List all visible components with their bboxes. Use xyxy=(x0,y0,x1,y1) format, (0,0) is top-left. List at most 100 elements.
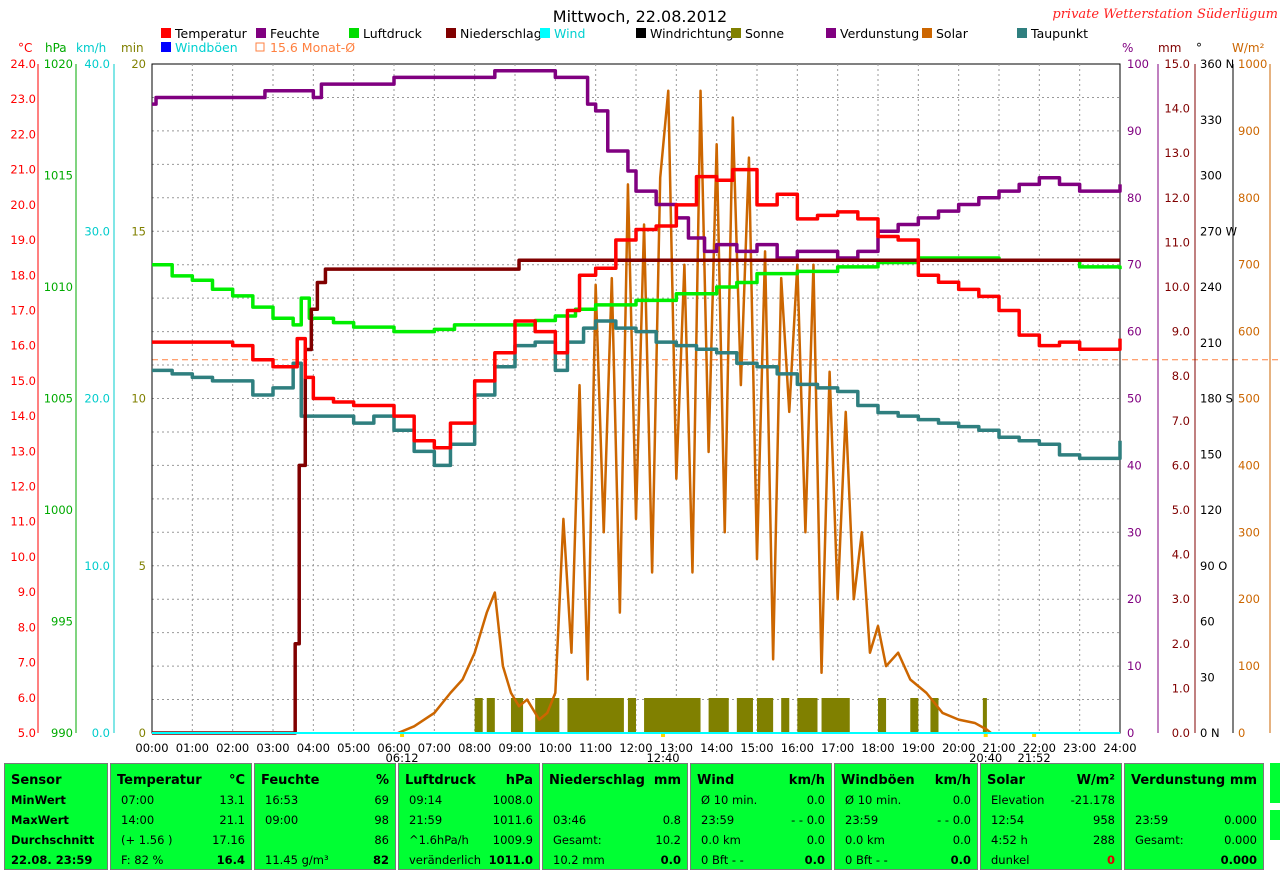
axis-tick-pressure: 990 xyxy=(51,726,73,740)
legend-swatch xyxy=(731,28,741,38)
legend-label: 15.6 Monat-Ø xyxy=(270,40,355,55)
axis-tick-rain: 2.0 xyxy=(1172,637,1190,651)
x-tick-label: 24:00 xyxy=(1103,741,1136,755)
axis-tick-sun: 5 xyxy=(139,559,146,573)
x-tick-label: 21:00 xyxy=(982,741,1015,755)
axis-tick-humidity: 80 xyxy=(1127,191,1142,205)
sunshine-bar xyxy=(930,698,939,733)
panel-row-value: -21.178 xyxy=(1070,793,1115,807)
panel-row-label: Ø 10 min. xyxy=(701,793,758,807)
panel-row-label: dunkel xyxy=(991,853,1030,867)
stats-panel-0: Sensor MinWert MaxWert Durchschnitt 22.08. 2… xyxy=(4,763,108,870)
stats-panel-6: Windböen km/h Ø 10 min. 0.0 23:59 - - 0.0 0.0 … xyxy=(834,763,978,870)
panel-title: Luftdruck xyxy=(405,773,476,788)
panel-row-label: 09:14 xyxy=(409,793,443,807)
panel-row-value: 0.0 xyxy=(804,853,825,867)
axis-tick-temp: 13.0 xyxy=(10,444,36,458)
panel-row-value: 0.0 xyxy=(806,793,825,807)
sunshine-bar xyxy=(736,698,753,733)
panel-row-value: 0 xyxy=(1106,853,1115,867)
panel-row-value: 1011.6 xyxy=(492,813,533,827)
legend-label: Luftdruck xyxy=(363,26,423,41)
axis-tick-temp: 9.0 xyxy=(18,585,36,599)
x-marker-label: 20:40 xyxy=(969,751,1002,762)
axis-tick-direction: 330 xyxy=(1200,113,1222,127)
panel-row-label: 0.0 km xyxy=(701,833,741,847)
axis-tick-wind: 0.0 xyxy=(92,726,110,740)
axis-tick-direction: 120 xyxy=(1200,503,1222,517)
panel-title: Verdunstung xyxy=(1131,773,1226,788)
sunshine-bar xyxy=(644,698,701,733)
axis-unit-temp: °C xyxy=(18,41,32,55)
legend-swatch xyxy=(161,42,171,52)
axis-tick-rain: 3.0 xyxy=(1172,592,1190,606)
axis-tick-rain: 7.0 xyxy=(1172,414,1190,428)
panel-row-value: 10.2 xyxy=(655,833,681,847)
series-feuchte xyxy=(152,68,1122,260)
axis-tick-sun: 20 xyxy=(131,57,146,71)
axis-tick-rain: 13.0 xyxy=(1164,146,1190,160)
panel-row-label: 03:46 xyxy=(553,813,587,827)
axis-unit-sun: min xyxy=(121,41,144,55)
axis-tick-rain: 14.0 xyxy=(1164,102,1190,116)
axis-tick-solar: 900 xyxy=(1238,124,1260,138)
axis-tick-pressure: 1020 xyxy=(44,57,73,71)
legend-label: Feuchte xyxy=(270,26,320,41)
axis-tick-temp: 22.0 xyxy=(10,127,36,141)
axis-tick-pressure: 995 xyxy=(51,615,73,629)
panel-row-label: Elevation xyxy=(991,793,1045,807)
series-temperatur xyxy=(152,167,1122,450)
axis-tick-temp: 14.0 xyxy=(10,409,36,423)
axis-tick-humidity: 40 xyxy=(1127,458,1142,472)
axis-tick-direction: 90 O xyxy=(1200,559,1227,573)
legend-label: Verdunstung xyxy=(840,26,919,41)
axis-tick-humidity: 0 xyxy=(1127,726,1134,740)
panel-row-label: 23:59 xyxy=(845,813,879,827)
x-tick-label: 23:00 xyxy=(1063,741,1096,755)
x-tick-label: 14:00 xyxy=(700,741,733,755)
panel-row-value: 0.0 xyxy=(806,833,825,847)
legend-label: Windrichtung xyxy=(650,26,734,41)
panel-row-value: 0.0 xyxy=(660,853,681,867)
axis-tick-sun: 15 xyxy=(131,224,146,238)
axis-tick-humidity: 100 xyxy=(1127,57,1149,71)
axis-tick-solar: 800 xyxy=(1238,191,1260,205)
panel-row-value: 0.0 xyxy=(952,833,971,847)
axis-tick-rain: 15.0 xyxy=(1164,57,1190,71)
legend-swatch xyxy=(1017,28,1027,38)
legend-label: Taupunkt xyxy=(1030,26,1088,41)
panel-unit: hPa xyxy=(505,773,533,788)
sunshine-bar xyxy=(878,698,887,733)
axis-tick-solar: 100 xyxy=(1238,659,1260,673)
axis-unit-direction: ° xyxy=(1196,41,1202,55)
axis-tick-direction: 60 xyxy=(1200,615,1215,629)
legend-label: Niederschlag xyxy=(460,26,542,41)
axis-tick-direction: 30 xyxy=(1200,670,1215,684)
panel-title: Windböen xyxy=(841,773,915,788)
panel-unit: km/h xyxy=(934,773,971,788)
axis-unit-pressure: hPa xyxy=(45,41,67,55)
legend-swatch xyxy=(255,42,265,52)
x-marker-label: 12:40 xyxy=(646,751,679,762)
sunshine-bar xyxy=(567,698,624,733)
panel-row-value: 21.1 xyxy=(219,813,245,827)
axis-tick-solar: 500 xyxy=(1238,392,1260,406)
panel-row-value: 98 xyxy=(374,813,389,827)
axis-tick-direction: 180 S xyxy=(1200,392,1233,406)
axis-tick-temp: 6.0 xyxy=(18,691,36,705)
x-tick-label: 19:00 xyxy=(902,741,935,755)
x-marker-label: 21:52 xyxy=(1018,751,1051,762)
panel-row-label: 07:00 xyxy=(121,793,155,807)
panel-unit: mm xyxy=(1229,773,1257,788)
axis-tick-temp: 15.0 xyxy=(10,374,36,388)
legend-label: Sonne xyxy=(745,26,784,41)
x-tick-label: 04:00 xyxy=(297,741,330,755)
axis-tick-rain: 5.0 xyxy=(1172,503,1190,517)
panel-row-label: 14:00 xyxy=(121,813,155,827)
panel-unit: % xyxy=(375,773,389,788)
legend-swatch xyxy=(540,28,550,38)
axis-tick-direction: 360 N xyxy=(1200,57,1234,71)
panel-row-value: 69 xyxy=(374,793,389,807)
axis-tick-pressure: 1005 xyxy=(44,392,73,406)
panel-title: Solar xyxy=(987,773,1025,788)
